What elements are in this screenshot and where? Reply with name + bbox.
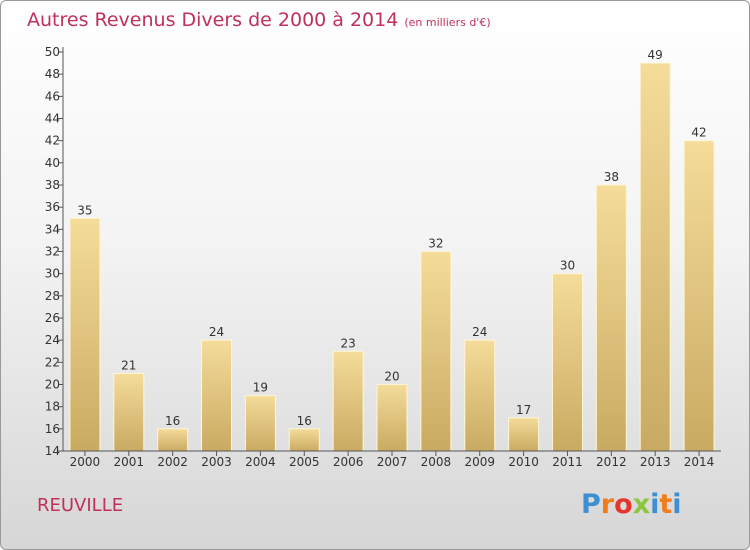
bar-value-label: 19 [253,381,268,395]
logo-letter: t [659,489,673,520]
bar [113,372,145,452]
bar-value-label: 30 [560,259,575,273]
bar-value-label: 35 [77,203,92,217]
bar [376,384,408,452]
y-axis: 14 16 18 20 22 24 26 28 30 32 34 36 38 40 42 44 46 48 50 [45,45,64,458]
bar [683,140,715,452]
logo-letter: i [672,489,682,520]
x-tick-label: 2012 [596,455,627,469]
bar [288,428,320,452]
x-tick-label: 2013 [640,455,671,469]
y-tick-label: 24 [45,333,60,347]
bar [157,428,189,452]
x-tick-label: 2009 [464,455,495,469]
logo-letter: x [632,489,651,520]
y-tick-label: 40 [45,156,60,170]
bar-value-label: 42 [691,126,706,140]
x-tick-label: 2008 [421,455,452,469]
bar-value-label: 23 [340,336,355,350]
y-tick-label: 18 [45,400,60,414]
bar [69,217,101,452]
y-tick-label: 38 [45,178,60,192]
x-tick-label: 2005 [289,455,320,469]
bar-value-label: 16 [165,414,180,428]
y-tick-label: 14 [45,444,60,458]
y-tick-label: 50 [45,45,60,59]
y-tick-label: 46 [45,89,60,103]
y-tick-label: 16 [45,422,60,436]
bar-value-label: 16 [297,414,312,428]
logo-letter: P [581,489,601,520]
bar [332,350,364,452]
y-tick-label: 28 [45,289,60,303]
y-tick-label: 44 [45,112,60,126]
y-tick-label: 36 [45,200,60,214]
bar [551,273,583,452]
y-tick-label: 30 [45,267,60,281]
chart-title: Autres Revenus Divers de 2000 à 2014 (en … [27,9,491,31]
bar-value-label: 24 [472,325,487,339]
bars: 35 21 16 24 19 16 23 20 32 24 17 30 38 49 42 [69,48,715,452]
proxiti-logo: Proxiti [581,489,682,520]
logo-letter: o [614,489,633,520]
bar-value-label: 32 [428,237,443,251]
x-tick-label: 2003 [201,455,232,469]
bar-value-label: 21 [121,358,136,372]
x-tick-label: 2002 [157,455,188,469]
logo-letter: r [600,489,615,520]
x-tick-label: 2004 [245,455,276,469]
logo-letter: i [650,489,660,520]
bar-value-label: 17 [516,403,531,417]
x-tick-label: 2007 [377,455,408,469]
x-tick-label: 2000 [70,455,101,469]
chart-title-unit: (en milliers d'€) [404,16,491,29]
y-tick-label: 34 [45,222,60,236]
x-tick-label: 2006 [333,455,364,469]
bar-value-label: 24 [209,325,224,339]
y-tick-label: 22 [45,355,60,369]
y-tick-label: 32 [45,245,60,259]
bar [420,251,452,452]
y-tick-label: 42 [45,134,60,148]
city-name: REUVILLE [37,495,124,516]
x-tick-label: 2011 [552,455,583,469]
bar-value-label: 49 [648,48,663,62]
y-tick-label: 20 [45,378,60,392]
x-tick-label: 2010 [508,455,539,469]
x-axis: 2000 2001 2002 2003 2004 2005 2006 2007 2008 2009… [63,450,721,469]
bar [201,339,233,452]
bar [244,395,276,452]
chart-title-text: Autres Revenus Divers de 2000 à 2014 [27,9,399,31]
y-tick-label: 48 [45,67,60,81]
bar-value-label: 20 [384,370,399,384]
x-tick-label: 2001 [114,455,145,469]
bar-value-label: 38 [604,170,619,184]
bar [464,339,496,452]
x-tick-label: 2014 [684,455,715,469]
bar [595,184,627,452]
bar [508,417,540,452]
y-tick-label: 26 [45,311,60,325]
bar [639,62,671,452]
